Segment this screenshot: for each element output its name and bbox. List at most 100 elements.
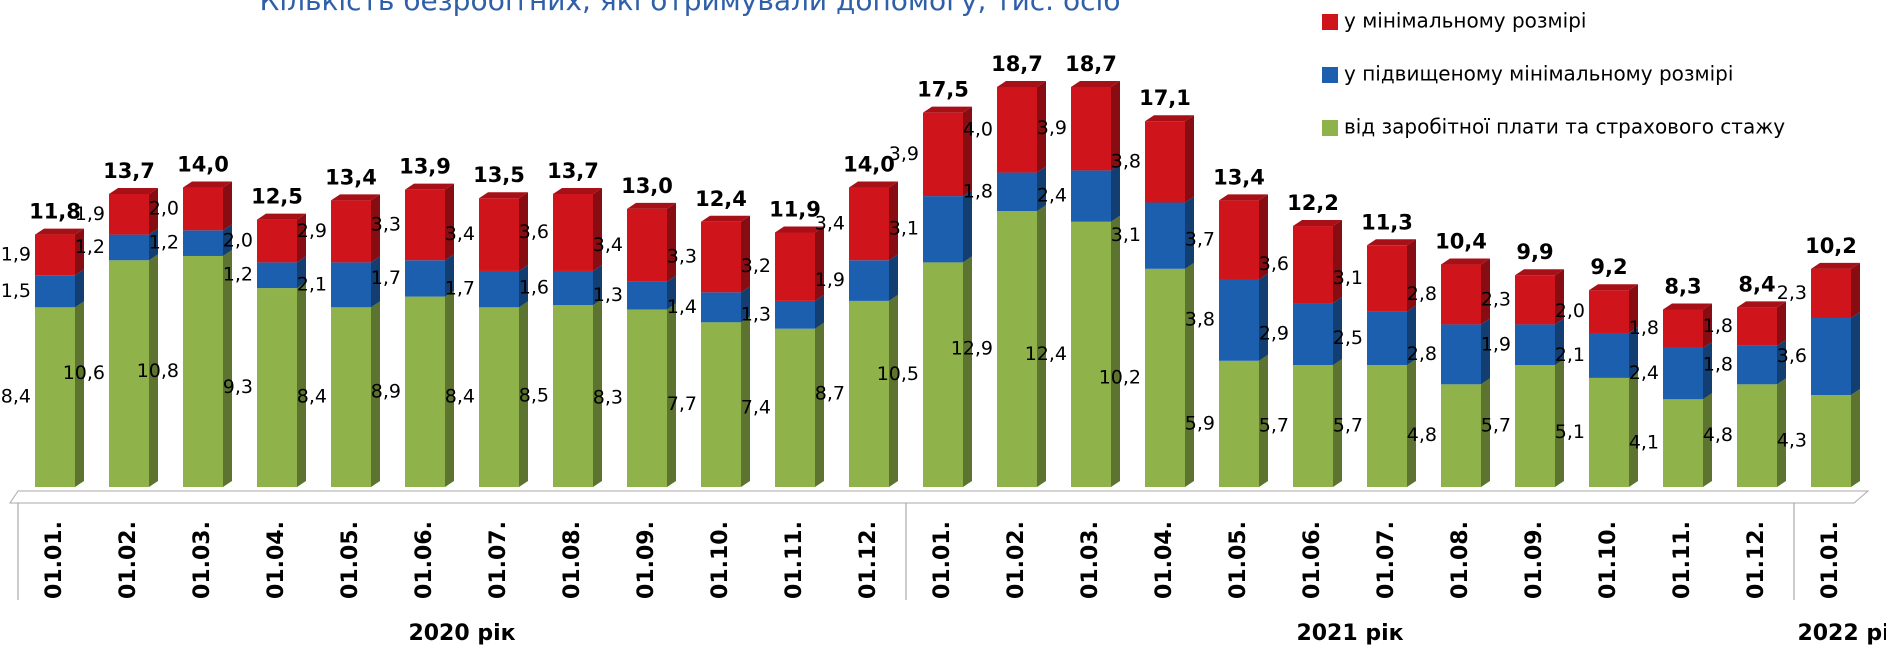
bar-side [593,264,602,306]
bar-segment [923,196,963,263]
x-tick-label: 01.07. [486,521,511,599]
value-label: 3,8 [1185,309,1215,331]
value-label: 2,8 [1407,283,1437,305]
total-label: 13,4 [325,165,377,189]
bar-top [627,202,676,209]
total-label: 14,0 [177,153,229,177]
total-label: 13,4 [1213,165,1265,189]
value-label: 8,4 [445,386,475,408]
bar-side [1851,312,1860,396]
x-tick-label: 01.01. [1818,521,1843,599]
bar-side [1629,284,1638,333]
total-label: 12,2 [1287,191,1339,215]
bar-top [1811,262,1860,269]
bar-side [667,275,676,310]
value-label: 3,6 [519,221,549,243]
x-tick-label: 01.01. [42,521,67,599]
bar-side [667,303,676,487]
value-label: 3,3 [371,213,401,235]
bar-segment [627,309,667,487]
bar-segment [1367,245,1407,312]
x-tick-label: 01.05. [338,521,363,599]
total-label: 18,7 [1065,52,1117,76]
value-label: 2,8 [1407,343,1437,365]
value-label: 1,2 [223,264,253,286]
bar-segment [553,305,593,487]
bar-side [445,290,454,487]
bar-segment [849,187,889,261]
value-label: 2,3 [1481,288,1511,310]
value-label: 9,3 [223,376,253,398]
bar-segment [553,270,593,306]
bar-side [1037,166,1046,212]
bar-segment [1515,324,1555,366]
total-label: 17,5 [917,78,969,102]
bar-top [701,215,750,222]
value-label: 7,4 [741,396,771,418]
value-label: 8,9 [371,380,401,402]
value-label: 2,4 [1037,185,1067,207]
bar-segment [627,208,667,282]
bar-segment [1219,279,1259,361]
bar-segment [1811,318,1851,396]
value-label: 2,4 [1629,362,1659,384]
bar-side [1629,326,1638,378]
bar-segment [1293,226,1333,304]
bar-side [1777,378,1786,487]
value-label: 2,9 [297,220,327,242]
bar-segment [553,193,593,271]
bar-segment [331,307,371,487]
bar-side [741,316,750,487]
bar-segment [1515,275,1555,325]
bar-side [1037,205,1046,487]
bar-segment [997,172,1037,212]
bar-side [297,282,306,487]
bar-side [963,106,972,197]
bar-segment [849,300,889,487]
value-label: 8,4 [297,386,327,408]
value-label: 8,7 [815,382,845,404]
value-label: 3,1 [1111,224,1141,246]
total-label: 10,2 [1805,234,1857,258]
bar-segment [923,262,963,487]
x-tick-label: 01.09. [1522,521,1547,599]
bar-side [1111,81,1120,171]
bar-top [1219,194,1268,201]
bar-segment [997,211,1037,487]
legend-label: від заробітної плати та страхового стажу [1344,115,1785,139]
value-label: 3,9 [1037,117,1067,139]
bar-segment [1071,170,1111,222]
value-label: 2,0 [1555,300,1585,322]
value-label: 1,2 [75,236,105,258]
legend-swatch [1322,67,1338,83]
bar-side [815,226,824,301]
bar-side [1481,318,1490,385]
value-label: 1,7 [371,267,401,289]
bar-top [1737,301,1786,308]
bar-side [297,213,306,263]
value-label: 1,3 [741,303,771,325]
bar-segment [1367,365,1407,487]
value-label: 8,3 [593,387,623,409]
value-label: 1,8 [963,180,993,202]
bar-side [1259,273,1268,361]
value-label: 1,9 [75,203,105,225]
x-tick-label: 01.04. [264,521,289,599]
bar-side [1555,318,1564,366]
bar-side [1037,81,1046,173]
bar-top [1589,284,1638,291]
x-tick-label: 01.06. [1300,521,1325,599]
bar-side [75,301,84,487]
value-label: 3,2 [741,255,771,277]
value-label: 2,1 [1555,344,1585,366]
total-label: 14,0 [843,153,895,177]
x-tick-label: 01.10. [1596,521,1621,599]
bar-side [149,228,158,261]
bar-segment [479,270,519,308]
bar-side [519,264,528,308]
bar-segment [1293,303,1333,366]
legend-label: у мінімальному розмірі [1344,9,1586,33]
total-label: 18,7 [991,52,1043,76]
bar-segment [627,281,667,310]
bar-side [1407,359,1416,487]
